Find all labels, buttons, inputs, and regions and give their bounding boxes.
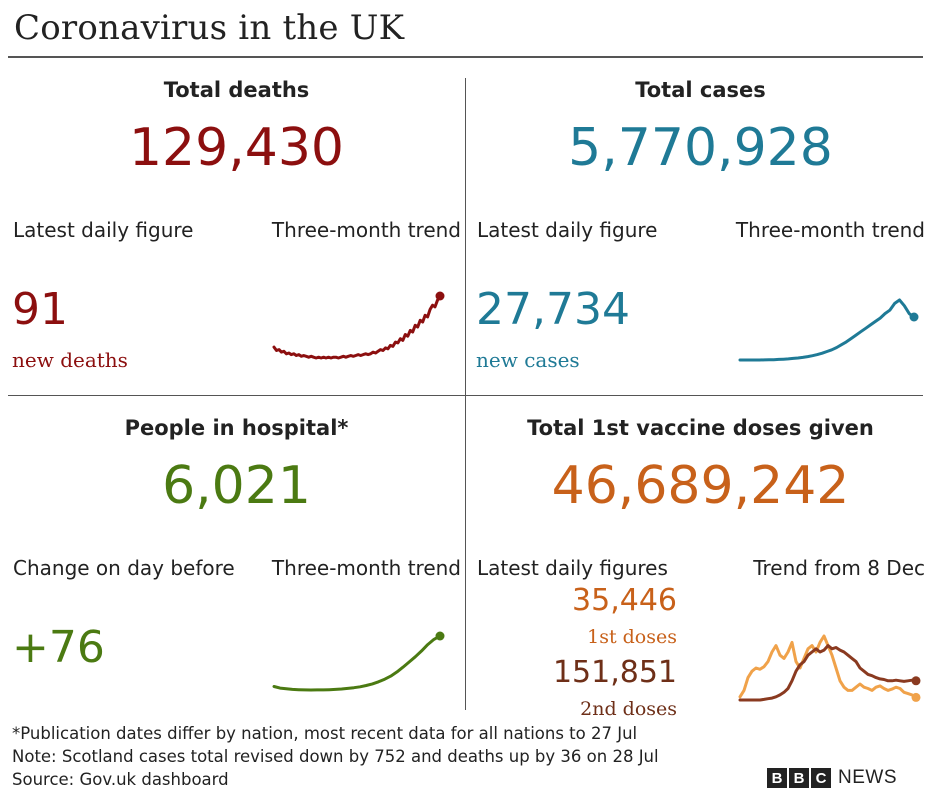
deaths-heading: Total deaths xyxy=(163,78,310,102)
spark0-series-0-end-point xyxy=(435,291,445,301)
cases-sub-left: Latest daily figure xyxy=(477,218,658,242)
footnote-source: Source: Gov.uk dashboard xyxy=(12,770,229,789)
horizontal-divider xyxy=(8,395,923,396)
hospital-sub-left: Change on day before xyxy=(13,556,235,580)
vaccine-first-value: 35,446 xyxy=(572,583,677,618)
deaths-daily: 91 xyxy=(12,284,68,335)
footnote-note: Note: Scotland cases total revised down … xyxy=(12,747,659,766)
vaccine-total: 46,689,242 xyxy=(551,456,850,516)
vaccine-panel: Total 1st vaccine doses given 46,689,242… xyxy=(472,410,929,730)
hospital-total: 6,021 xyxy=(162,456,311,516)
cases-heading: Total cases xyxy=(635,78,766,102)
page-title: Coronavirus in the UK xyxy=(14,8,405,48)
vaccine-first-label: 1st doses xyxy=(587,626,677,648)
hospital-change: +76 xyxy=(12,622,105,673)
cases-daily-label: new cases xyxy=(476,348,580,372)
cases-total: 5,770,928 xyxy=(568,118,833,178)
deaths-sub-right: Three-month trend xyxy=(271,218,461,242)
deaths-panel: Total deaths 129,430 Latest daily figure… xyxy=(8,72,465,392)
title-rule xyxy=(8,56,923,58)
vertical-divider xyxy=(465,78,466,710)
deaths-trend-chart xyxy=(272,291,445,360)
hospital-sub-right: Three-month trend xyxy=(271,556,461,580)
spark2-series-0-end-point xyxy=(435,631,445,641)
hospital-panel: People in hospital* 6,021 Change on day … xyxy=(8,410,465,730)
footnotes: *Publication dates differ by nation, mos… xyxy=(12,722,659,791)
vaccine-sub-left: Latest daily figures xyxy=(477,556,668,580)
deaths-daily-label: new deaths xyxy=(12,348,128,372)
spark3-series-1-line xyxy=(738,644,918,702)
vaccine-trend-chart xyxy=(738,634,921,702)
vaccine-second-label: 2nd doses xyxy=(580,698,677,720)
vaccine-sub-right: Trend from 8 Dec xyxy=(753,556,925,580)
hospital-trend-chart xyxy=(272,631,445,692)
cases-sub-right: Three-month trend xyxy=(735,218,925,242)
spark2-series-0-line xyxy=(272,634,442,692)
deaths-total: 129,430 xyxy=(128,118,345,178)
hospital-heading: People in hospital* xyxy=(124,416,349,440)
vaccine-second-value: 151,851 xyxy=(552,655,677,690)
cases-panel: Total cases 5,770,928 Latest daily figur… xyxy=(472,72,929,392)
vaccine-heading: Total 1st vaccine doses given xyxy=(527,416,874,440)
logo-letter: B xyxy=(767,768,787,788)
logo-word: NEWS xyxy=(838,767,897,788)
bbc-news-logo: B B C NEWS xyxy=(767,767,897,789)
cases-trend-chart xyxy=(738,298,919,362)
cases-daily: 27,734 xyxy=(476,284,630,335)
spark3-series-0-end-point xyxy=(911,692,921,702)
spark1-series-0-line xyxy=(738,298,916,362)
footnote-publication: *Publication dates differ by nation, mos… xyxy=(12,724,638,743)
logo-letter: C xyxy=(811,768,831,788)
logo-letter: B xyxy=(789,768,809,788)
spark1-series-0-end-point xyxy=(909,312,919,322)
spark0-series-0-line xyxy=(272,294,442,360)
spark3-series-1-end-point xyxy=(911,676,921,686)
deaths-sub-left: Latest daily figure xyxy=(13,218,194,242)
